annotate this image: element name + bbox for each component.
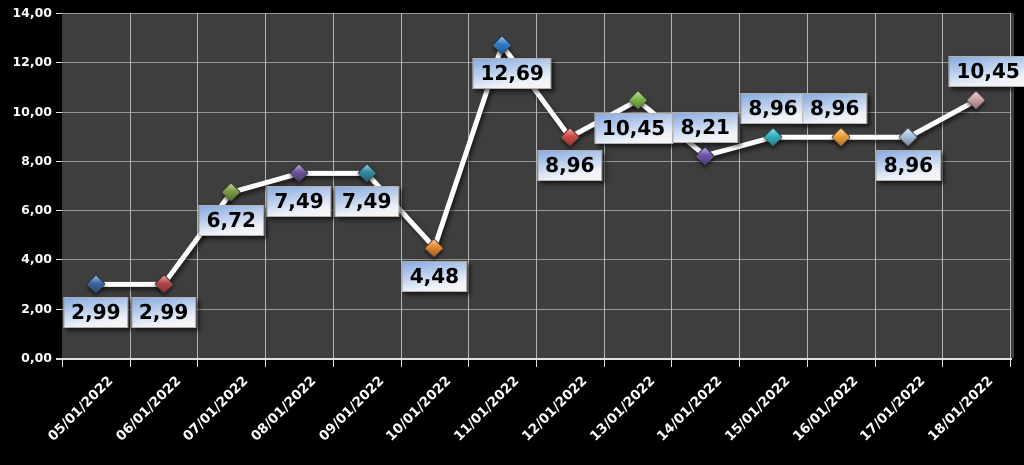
x-axis-tick: [806, 360, 808, 367]
v-gridline: [603, 13, 605, 358]
v-gridline: [1010, 13, 1011, 358]
x-axis-tick: [739, 360, 741, 367]
x-axis-tick: [197, 360, 199, 367]
data-value-label: 8,96: [740, 93, 806, 125]
v-gridline: [400, 13, 402, 358]
x-axis-tick: [468, 360, 470, 367]
data-value-label: 7,49: [266, 186, 332, 218]
x-axis-tick: [265, 360, 267, 367]
x-axis-tick: [129, 360, 131, 367]
data-value-label: 7,49: [334, 186, 400, 218]
data-value-label: 2,99: [63, 297, 129, 329]
data-value-label: 2,99: [130, 297, 197, 329]
v-gridline: [468, 13, 470, 358]
v-gridline: [332, 13, 334, 358]
x-axis-tick: [62, 360, 63, 367]
y-axis-tick: [56, 62, 62, 64]
data-value-label: 8,96: [875, 150, 942, 182]
x-axis-tick: [536, 360, 537, 367]
y-axis-label: 0,00: [21, 350, 52, 365]
v-gridline: [197, 13, 199, 358]
y-axis-label: 12,00: [12, 54, 52, 70]
data-value-label: 8,96: [802, 93, 868, 125]
y-axis-label: 10,00: [12, 103, 52, 119]
data-value-label: 4,48: [401, 260, 468, 292]
x-axis-tick: [332, 360, 334, 367]
v-gridline: [129, 13, 131, 358]
data-value-label: 10,45: [593, 113, 674, 145]
v-gridline: [265, 13, 267, 358]
y-axis-label: 14,00: [12, 5, 52, 20]
y-axis-tick: [56, 13, 62, 14]
v-gridline: [806, 13, 808, 358]
y-axis-label: 8,00: [21, 152, 52, 168]
data-value-label: 10,45: [948, 56, 1024, 88]
data-value-label: 8,96: [537, 150, 603, 182]
data-value-label: 12,69: [472, 58, 552, 90]
x-axis-tick: [400, 360, 402, 367]
y-axis-tick: [56, 160, 62, 162]
data-value-label: 6,72: [198, 205, 264, 237]
data-value-label: 8,21: [672, 111, 738, 143]
series-line-path: [93, 42, 979, 287]
v-gridline: [671, 13, 673, 358]
y-axis-tick: [56, 259, 62, 261]
x-axis-line: [56, 358, 1012, 360]
y-axis-label: 2,00: [21, 300, 52, 316]
v-gridline: [942, 13, 944, 358]
v-gridline: [536, 13, 537, 358]
v-gridline: [739, 13, 741, 358]
y-axis-tick: [56, 210, 62, 212]
x-axis-tick: [603, 360, 605, 367]
x-axis-tick: [1010, 360, 1011, 367]
y-axis-tick: [56, 308, 62, 310]
x-axis-tick: [874, 360, 876, 367]
x-axis-tick: [942, 360, 944, 367]
y-axis-label: 6,00: [21, 202, 52, 218]
y-axis-label: 4,00: [21, 251, 52, 267]
x-axis-tick: [671, 360, 673, 367]
v-gridline: [874, 13, 876, 358]
y-axis-tick: [56, 111, 62, 113]
